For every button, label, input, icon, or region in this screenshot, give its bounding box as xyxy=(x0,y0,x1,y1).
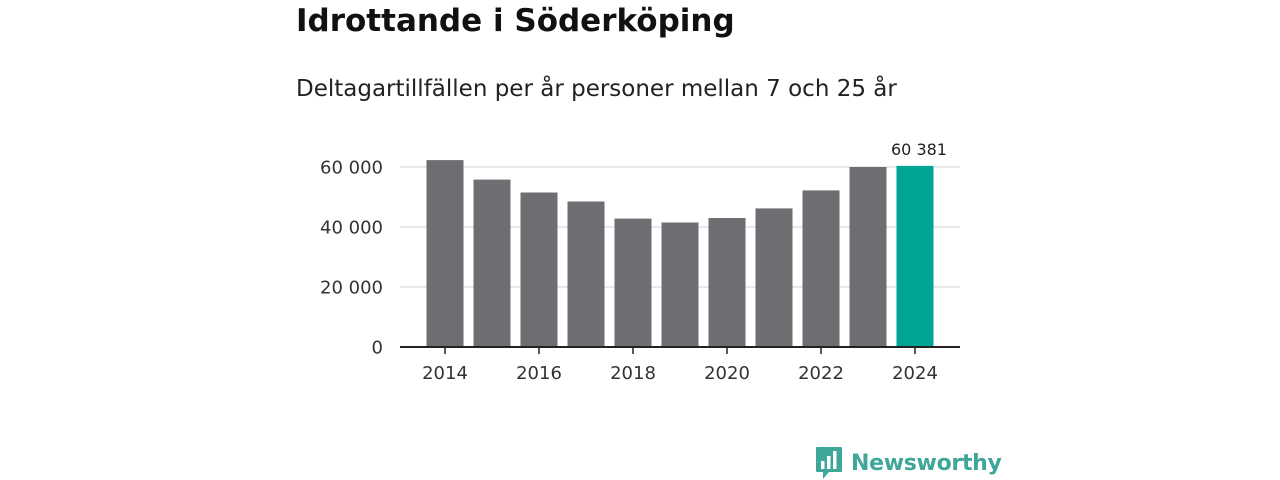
x-tick-label: 2018 xyxy=(610,363,656,384)
x-tick-label: 2020 xyxy=(704,363,750,384)
bar-2017 xyxy=(567,201,605,347)
x-tick-label: 2022 xyxy=(798,363,844,384)
bar-2021 xyxy=(755,208,793,347)
axes xyxy=(400,346,960,354)
x-tick-label: 2024 xyxy=(892,363,938,384)
bar-2020 xyxy=(708,218,746,347)
y-tick-label: 60 000 xyxy=(320,158,383,179)
logo-text: Newsworthy xyxy=(851,450,1002,476)
bar-2022 xyxy=(802,190,840,347)
logo-bar-2 xyxy=(827,456,831,469)
chart-title: Idrottande i Söderköping xyxy=(296,3,735,39)
bar-2024 xyxy=(896,165,934,347)
bar-2023 xyxy=(849,167,887,347)
x-tick-label: 2016 xyxy=(516,363,562,384)
labels: 0 20 000 40 000 60 000 2014 2016 2018 2020 2022 2… xyxy=(320,140,947,384)
bar-2016 xyxy=(520,192,558,347)
y-tick-label: 20 000 xyxy=(320,278,383,299)
logo-bar-1 xyxy=(821,461,825,469)
bar-2019 xyxy=(661,222,699,347)
x-tick-label: 2014 xyxy=(422,363,468,384)
newsworthy-logo[interactable]: Newsworthy xyxy=(815,446,1002,480)
bars xyxy=(426,160,934,347)
y-tick-label: 40 000 xyxy=(320,218,383,239)
bar-2015 xyxy=(473,179,511,347)
data-label: 60 381 xyxy=(891,140,947,159)
bar-2014 xyxy=(426,160,464,347)
y-tick-label: 0 xyxy=(372,338,383,359)
bar-chart-speech-bubble-icon xyxy=(816,447,842,479)
bar-2018 xyxy=(614,218,652,347)
chart-subtitle: Deltagartillfällen per år personer mella… xyxy=(296,76,897,102)
logo-bar-3 xyxy=(833,451,837,469)
